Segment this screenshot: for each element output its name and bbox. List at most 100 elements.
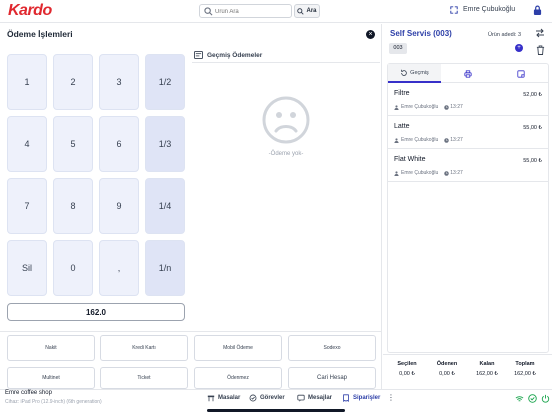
key-5[interactable]: 5 xyxy=(53,116,93,172)
search-box[interactable] xyxy=(199,4,292,18)
nav-orders-label: Siparişler xyxy=(353,395,381,401)
key-half[interactable]: 1/2 xyxy=(145,54,185,110)
printer-icon xyxy=(463,69,472,78)
summary-remaining: Kalan 162,00 ₺ xyxy=(467,361,507,377)
summary-selected: Seçilen 0,00 ₺ xyxy=(387,361,427,377)
tab-note[interactable] xyxy=(494,64,547,83)
item-meta: Emre Çubukoğlu 13:27 xyxy=(394,137,463,143)
item-user: Emre Çubukoğlu xyxy=(401,170,439,176)
order-item[interactable]: Filtre 52,00 ₺ Emre Çubukoğlu 13:27 xyxy=(388,86,548,116)
key-6[interactable]: 6 xyxy=(99,116,139,172)
fullscreen-icon[interactable] xyxy=(450,6,458,14)
page-title: Ödeme İşlemleri xyxy=(7,29,73,39)
add-icon[interactable]: + xyxy=(515,44,523,52)
history-icon xyxy=(401,69,407,76)
close-icon[interactable]: × xyxy=(366,30,375,39)
trash-icon[interactable] xyxy=(536,45,545,55)
nav-tables[interactable]: Masalar xyxy=(207,394,240,402)
pay-sodexo-button[interactable]: Sodexo xyxy=(288,335,376,361)
order-title: Self Servis (003) xyxy=(390,29,452,38)
nav-tables-label: Masalar xyxy=(218,395,241,401)
item-time: 13:27 xyxy=(450,104,463,110)
tab-history[interactable]: Geçmiş xyxy=(388,64,441,83)
summary-value: 0,00 ₺ xyxy=(399,371,415,377)
app-logo: Kardo xyxy=(8,2,52,19)
nav-tasks[interactable]: Görevler xyxy=(249,394,285,402)
key-delete[interactable]: Sil xyxy=(7,240,47,296)
item-name: Flat White xyxy=(394,156,426,163)
shop-name: Emre coffee shop xyxy=(5,390,52,396)
orders-icon xyxy=(343,394,349,402)
nav-messages-label: Mesajlar xyxy=(308,395,333,401)
item-name: Latte xyxy=(394,123,410,130)
summary-value: 162,00 ₺ xyxy=(476,371,498,377)
key-quarter[interactable]: 1/4 xyxy=(145,178,185,234)
home-indicator xyxy=(207,409,345,412)
search-button[interactable]: Ara xyxy=(294,4,320,18)
key-3[interactable]: 3 xyxy=(99,54,139,110)
order-item[interactable]: Latte 55,00 ₺ Emre Çubukoğlu 13:27 xyxy=(388,119,548,149)
pay-ticket-button[interactable]: Ticket xyxy=(100,367,188,389)
key-0[interactable]: 0 xyxy=(53,240,93,296)
pay-multinet-button[interactable]: Multinet xyxy=(7,367,95,389)
pay-cash-button[interactable]: Nakit xyxy=(7,335,95,361)
receipt-icon xyxy=(194,51,203,59)
top-bar: Kardo Ara Emre Çubukoğlu xyxy=(0,0,552,23)
item-count: Ürün adedi: 3 xyxy=(488,32,522,38)
item-price: 55,00 ₺ xyxy=(523,125,542,131)
amount-field[interactable]: 162.0 xyxy=(7,303,185,321)
payment-history: Geçmiş Ödemeler -Ödeme yok- xyxy=(192,48,380,318)
search-icon xyxy=(297,7,305,15)
payment-panel: Ödeme İşlemleri × 1 2 3 1/2 4 5 6 1/3 7 … xyxy=(0,24,382,389)
messages-icon xyxy=(297,394,305,402)
item-time: 13:27 xyxy=(450,137,463,143)
user-icon xyxy=(394,137,399,143)
clock-icon xyxy=(444,137,449,143)
search-icon xyxy=(204,7,213,16)
tab-print[interactable] xyxy=(441,64,494,83)
pay-unpaid-button[interactable]: Ödenmez xyxy=(194,367,282,389)
pay-account-button[interactable]: Cari Hesap xyxy=(288,367,376,389)
power-icon[interactable] xyxy=(541,394,550,403)
item-time: 13:27 xyxy=(450,170,463,176)
table-tag: 003 xyxy=(389,43,407,54)
summary-label: Kalan xyxy=(479,361,495,367)
key-2[interactable]: 2 xyxy=(53,54,93,110)
current-user[interactable]: Emre Çubukoğlu xyxy=(463,6,516,13)
nav-messages[interactable]: Mesajlar xyxy=(297,394,332,402)
summary-label: Seçilen xyxy=(397,361,417,367)
divider xyxy=(0,331,382,332)
history-header: Geçmiş Ödemeler xyxy=(192,48,380,63)
order-list: Geçmiş Filtre 52,00 ₺ Emre Çubukoğlu 13:… xyxy=(387,63,549,353)
key-third[interactable]: 1/3 xyxy=(145,116,185,172)
nav-tasks-label: Görevler xyxy=(260,395,285,401)
summary-paid: Ödenen 0,00 ₺ xyxy=(427,361,467,377)
more-menu-icon[interactable]: ⋮ xyxy=(387,393,395,402)
key-8[interactable]: 8 xyxy=(53,178,93,234)
note-icon xyxy=(516,69,525,78)
device-info: Cihaz: iPad Pro (12.9-inch) (6th generat… xyxy=(5,399,102,405)
pay-card-button[interactable]: Kredi Kartı xyxy=(100,335,188,361)
key-4[interactable]: 4 xyxy=(7,116,47,172)
item-meta: Emre Çubukoğlu 13:27 xyxy=(394,104,463,110)
order-tabs: Geçmiş xyxy=(388,64,548,83)
bottom-bar: Emre coffee shop Cihaz: iPad Pro (12.9-i… xyxy=(0,389,552,414)
nav-orders[interactable]: Siparişler xyxy=(342,394,380,402)
tasks-icon xyxy=(249,394,257,402)
key-comma[interactable]: , xyxy=(99,240,139,296)
key-7[interactable]: 7 xyxy=(7,178,47,234)
wifi-icon xyxy=(515,396,524,402)
swap-icon[interactable] xyxy=(535,28,545,38)
key-1[interactable]: 1 xyxy=(7,54,47,110)
key-9[interactable]: 9 xyxy=(99,178,139,234)
pay-mobile-button[interactable]: Mobil Ödeme xyxy=(194,335,282,361)
user-icon xyxy=(394,104,399,110)
key-split-n[interactable]: 1/n xyxy=(145,240,185,296)
search-input[interactable] xyxy=(215,6,289,17)
lock-icon[interactable] xyxy=(533,5,542,15)
table-icon xyxy=(207,395,215,402)
item-user: Emre Çubukoğlu xyxy=(401,137,439,143)
order-item[interactable]: Flat White 55,00 ₺ Emre Çubukoğlu 13:27 xyxy=(388,152,548,182)
clock-icon xyxy=(444,104,449,110)
summary-total: Toplam 162,00 ₺ xyxy=(505,361,545,377)
